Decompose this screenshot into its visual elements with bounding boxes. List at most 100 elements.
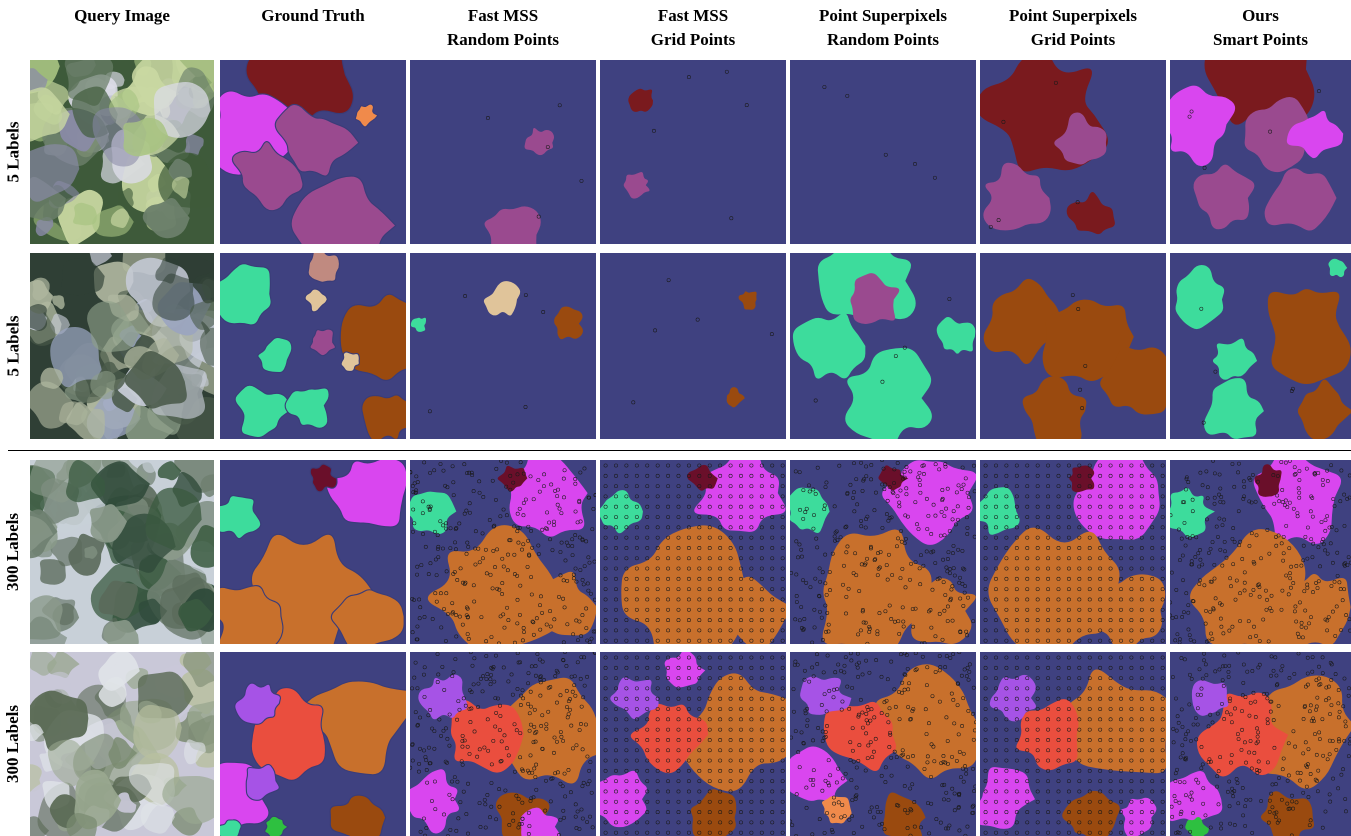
sample-point xyxy=(1098,748,1103,753)
sample-point xyxy=(414,488,419,493)
texture-blob xyxy=(30,87,70,142)
sample-point xyxy=(548,685,553,689)
sample-point xyxy=(724,69,729,74)
sample-point xyxy=(870,755,875,759)
sample-point xyxy=(1160,665,1165,670)
sample-point xyxy=(887,603,892,608)
sample-point xyxy=(603,587,608,592)
sample-point xyxy=(1328,799,1333,804)
sample-point xyxy=(655,748,660,753)
texture-blob xyxy=(108,737,138,769)
texture-blob xyxy=(190,525,214,568)
sample-point xyxy=(759,628,764,633)
sample-point xyxy=(780,556,785,561)
sample-point xyxy=(834,529,839,534)
sample-point xyxy=(1025,525,1030,530)
sample-point xyxy=(525,768,530,773)
texture-blob xyxy=(66,402,105,439)
sample-point xyxy=(864,464,869,469)
sample-point xyxy=(1077,546,1082,550)
sample-point xyxy=(1303,703,1307,708)
sample-point xyxy=(1256,479,1260,484)
sample-point xyxy=(1183,737,1188,742)
sample-point xyxy=(859,518,864,523)
sample-point xyxy=(728,738,733,742)
sample-point xyxy=(759,707,764,711)
sample-point xyxy=(1160,607,1165,612)
sample-point xyxy=(832,504,837,509)
sample-point xyxy=(822,503,827,508)
sample-point xyxy=(418,746,422,751)
sample-point xyxy=(817,593,821,598)
sample-point xyxy=(433,591,438,596)
sample-point xyxy=(749,525,754,530)
sample-point xyxy=(759,463,764,468)
sample-point xyxy=(707,748,712,753)
sample-point xyxy=(528,753,533,758)
sample-point xyxy=(880,482,885,487)
sample-point xyxy=(707,820,712,825)
segment-region xyxy=(850,273,900,324)
sample-point xyxy=(1025,768,1030,773)
sample-point xyxy=(921,472,926,476)
sample-point xyxy=(1279,668,1284,673)
sample-point xyxy=(560,784,565,789)
sample-point xyxy=(603,638,608,643)
sample-point xyxy=(918,553,923,558)
sample-point xyxy=(739,789,743,794)
sample-point xyxy=(614,727,618,732)
sample-point xyxy=(780,727,785,732)
sample-point xyxy=(624,748,629,753)
sample-point xyxy=(686,789,691,794)
sample-point xyxy=(904,492,909,497)
sample-point xyxy=(1231,562,1236,567)
sample-point xyxy=(926,609,931,614)
sample-point xyxy=(749,473,754,478)
sample-point xyxy=(512,524,517,529)
sample-point xyxy=(541,484,546,489)
sample-point xyxy=(1220,664,1225,669)
sample-point xyxy=(624,638,629,643)
sample-point xyxy=(503,788,508,793)
sample-point xyxy=(883,765,888,770)
sample-point xyxy=(493,696,498,701)
sample-point xyxy=(552,735,557,740)
sample-point xyxy=(421,816,426,821)
sample-point xyxy=(517,822,522,827)
sample-point xyxy=(1025,473,1030,478)
sample-point xyxy=(527,770,532,775)
sample-point xyxy=(739,576,743,581)
sample-point xyxy=(515,687,520,691)
sample-point xyxy=(1160,686,1165,691)
sample-point xyxy=(1150,758,1155,763)
sample-point xyxy=(994,638,998,643)
header-line2: Random Points xyxy=(827,30,939,49)
sample-point xyxy=(547,520,552,525)
sample-point xyxy=(718,655,723,660)
sample-point xyxy=(1035,607,1040,612)
sample-point xyxy=(433,557,438,562)
header-line1: Ours xyxy=(1242,6,1279,25)
sample-point xyxy=(1251,587,1256,592)
sample-point xyxy=(538,678,543,682)
sample-point xyxy=(983,628,988,633)
sample-point xyxy=(666,607,671,612)
sample-point xyxy=(1189,676,1194,681)
sample-point xyxy=(850,798,855,803)
sample-point xyxy=(946,550,951,555)
sample-point xyxy=(1046,473,1051,478)
sample-point xyxy=(584,626,589,631)
sample-point xyxy=(1256,759,1261,764)
sample-point xyxy=(718,738,723,742)
sample-point xyxy=(470,663,475,668)
sample-point xyxy=(1241,496,1246,501)
header-line1: Query Image xyxy=(74,6,170,25)
sample-point xyxy=(697,525,702,530)
sample-point xyxy=(624,556,629,561)
sample-point xyxy=(780,655,785,660)
sample-point xyxy=(1004,473,1009,478)
sample-point xyxy=(770,707,775,711)
sample-point xyxy=(645,665,650,670)
sample-point xyxy=(1014,484,1019,489)
sample-point xyxy=(1271,668,1276,673)
